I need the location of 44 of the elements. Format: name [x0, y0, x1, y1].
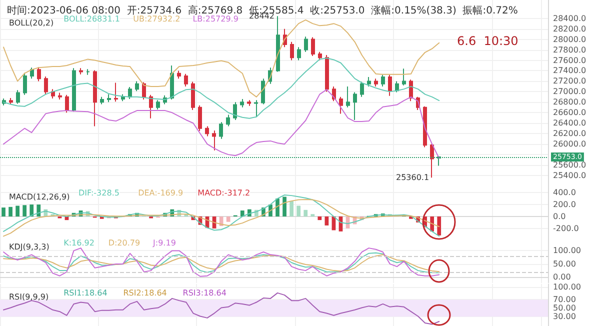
text: DEA:-169.9 — [138, 188, 184, 198]
text: LB:25729.9 — [192, 14, 238, 24]
y-tick-label: 25600.0 — [553, 160, 586, 170]
y-tick-label: 100.00 — [553, 246, 581, 256]
text: BOLL:26831.1 — [64, 14, 120, 24]
legend-title: KDJ(9,3,3) — [9, 242, 50, 252]
text: 6.6 10:30 — [457, 34, 518, 48]
y-tick-label: 0.0 — [553, 212, 566, 221]
legend-title: MACD(12,26,9) — [9, 192, 70, 202]
y-tick-label: 200.0 — [553, 200, 576, 210]
series-label: MACD:-317.2 — [198, 188, 250, 198]
y-tick-label: 26600.0 — [553, 108, 586, 118]
y-tick-label: 70.00 — [553, 295, 576, 304]
series-label: DIF:-328.5 — [78, 188, 120, 198]
y-tick-label: 25400.0 — [553, 171, 586, 180]
y-tick-label: 27600.0 — [553, 56, 586, 65]
y-tick-label: 50.00 — [553, 304, 576, 313]
y-tick-label: 27200.0 — [553, 76, 586, 86]
annotation: RSI3:18.64 — [182, 288, 226, 298]
y-tick-label: 28000.0 — [553, 34, 586, 44]
y-tick-label: 30.00 — [553, 312, 576, 322]
y-tick-label: 26400.0 — [553, 118, 586, 128]
y-tick-label: 26800.0 — [553, 98, 586, 107]
y-tick-label: 27000.0 — [553, 87, 586, 96]
annotation: RSI2:18.64 — [123, 288, 167, 298]
y-tick-label: 27400.0 — [553, 66, 586, 76]
series-label: D:20.79 — [108, 238, 140, 248]
annotation: RSI1:18.64 — [64, 288, 108, 298]
y-tick-label: -200.0 — [553, 224, 579, 233]
legend-title: BOLL(20,2) — [9, 18, 54, 28]
series-label: K:16.92 — [64, 238, 94, 248]
y-tick-label: 26200.0 — [553, 129, 586, 138]
y-tick-label: 0.00 — [553, 272, 571, 282]
series-label: J:9.19 — [152, 238, 176, 248]
y-tick-label: 100.00 — [553, 282, 581, 292]
text: UB:27932.2 — [133, 14, 180, 24]
y-tick-label: 28400.0 — [553, 14, 586, 23]
y-tick-label: 400.0 — [553, 188, 576, 198]
y-tick-label: 28200.0 — [553, 24, 586, 34]
y-tick-label: 50.00 — [553, 259, 576, 268]
y-tick-label: 27800.0 — [553, 45, 586, 54]
annotation: 25360.1 — [396, 173, 430, 182]
y-tick-label: 26000.0 — [553, 140, 586, 149]
legend-title: RSI(9,9,9) — [9, 292, 49, 302]
